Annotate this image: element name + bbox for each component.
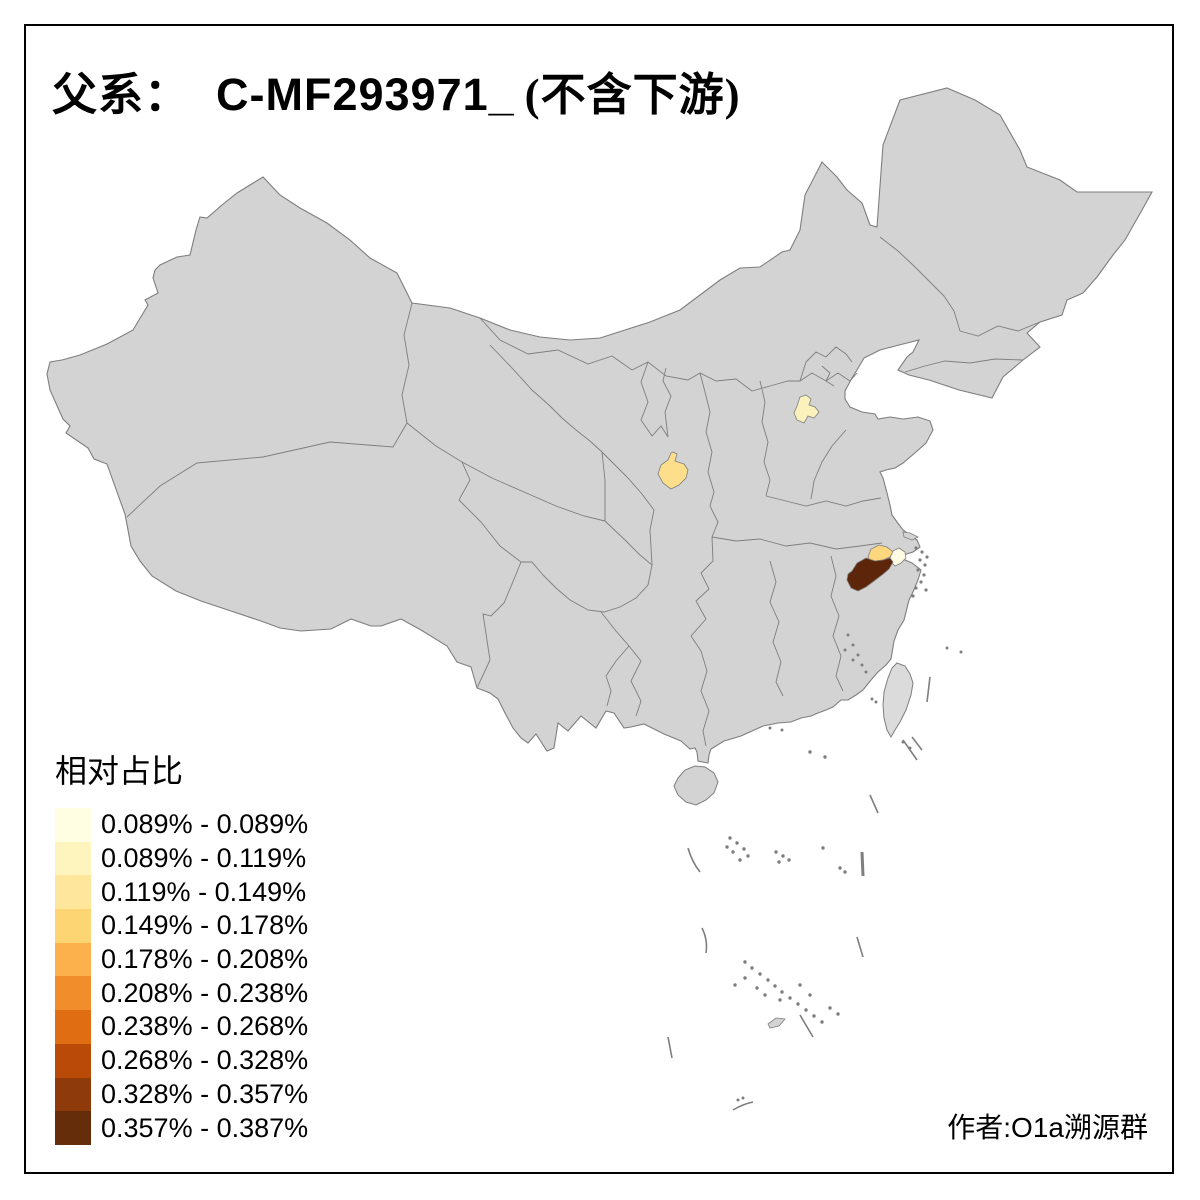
legend: 相对占比 0.089% - 0.089% 0.089% - 0.119% 0.1…: [55, 746, 308, 1145]
legend-swatch: [55, 808, 91, 842]
legend-title: 相对占比: [55, 753, 184, 789]
colored-region-5: [846, 557, 894, 592]
title-haplogroup-code: C-MF293971_: [216, 69, 515, 120]
legend-label: 0.357% - 0.387%: [101, 1112, 309, 1143]
author-attribution: 作者:O1a溯源群: [947, 1112, 1148, 1143]
legend-label: 0.089% - 0.119%: [101, 843, 307, 874]
legend-swatch: [55, 976, 91, 1011]
colored-region-1: [793, 394, 820, 424]
legend-row: 0.089% - 0.089%: [55, 808, 308, 842]
page-title: 父系： C-MF293971_ (不含下游): [52, 58, 741, 123]
south-china-sea-islands: [725, 546, 963, 1102]
legend-label: 0.149% - 0.178%: [101, 910, 309, 941]
legend-row: 0.328% - 0.357%: [55, 1077, 309, 1112]
legend-swatch: [55, 841, 91, 876]
legend-row: 0.149% - 0.178%: [55, 909, 308, 943]
chongming-island: [902, 531, 919, 541]
legend-swatch: [55, 1043, 91, 1078]
legend-rows: 0.089% - 0.089% 0.089% - 0.119% 0.119% -…: [55, 808, 308, 1145]
legend-row: 0.268% - 0.328%: [55, 1043, 309, 1078]
legend-row: 0.357% - 0.387%: [55, 1111, 308, 1145]
legend-label: 0.268% - 0.328%: [101, 1045, 309, 1076]
hainan-island: [673, 765, 719, 806]
legend-label: 0.178% - 0.208%: [101, 944, 309, 975]
legend-label: 0.119% - 0.149%: [101, 876, 307, 907]
legend-row: 0.119% - 0.149%: [55, 875, 308, 910]
province-borders: [126, 236, 1041, 747]
legend-label: 0.089% - 0.089%: [101, 809, 309, 840]
legend-row: 0.089% - 0.119%: [55, 841, 308, 876]
legend-row: 0.178% - 0.208%: [55, 942, 309, 977]
spratly-island: [767, 1017, 786, 1029]
legend-swatch: [55, 1111, 91, 1145]
title-suffix: (不含下游): [524, 70, 741, 120]
legend-label: 0.328% - 0.357%: [101, 1078, 309, 1109]
nine-dash-line-segments: [667, 676, 931, 1111]
legend-swatch: [55, 942, 91, 977]
colored-region-2: [657, 451, 689, 490]
legend-label: 0.208% - 0.238%: [101, 977, 309, 1008]
taiwan-island: [882, 662, 914, 739]
mainland-china-shape: [46, 87, 1153, 764]
legend-swatch: [55, 1010, 91, 1044]
legend-row: 0.208% - 0.238%: [55, 976, 309, 1011]
legend-swatch: [55, 1077, 91, 1112]
title-prefix: 父系：: [52, 70, 191, 120]
legend-row: 0.238% - 0.268%: [55, 1010, 308, 1044]
legend-swatch: [55, 875, 91, 910]
legend-label: 0.238% - 0.268%: [101, 1011, 309, 1042]
legend-swatch: [55, 909, 91, 943]
